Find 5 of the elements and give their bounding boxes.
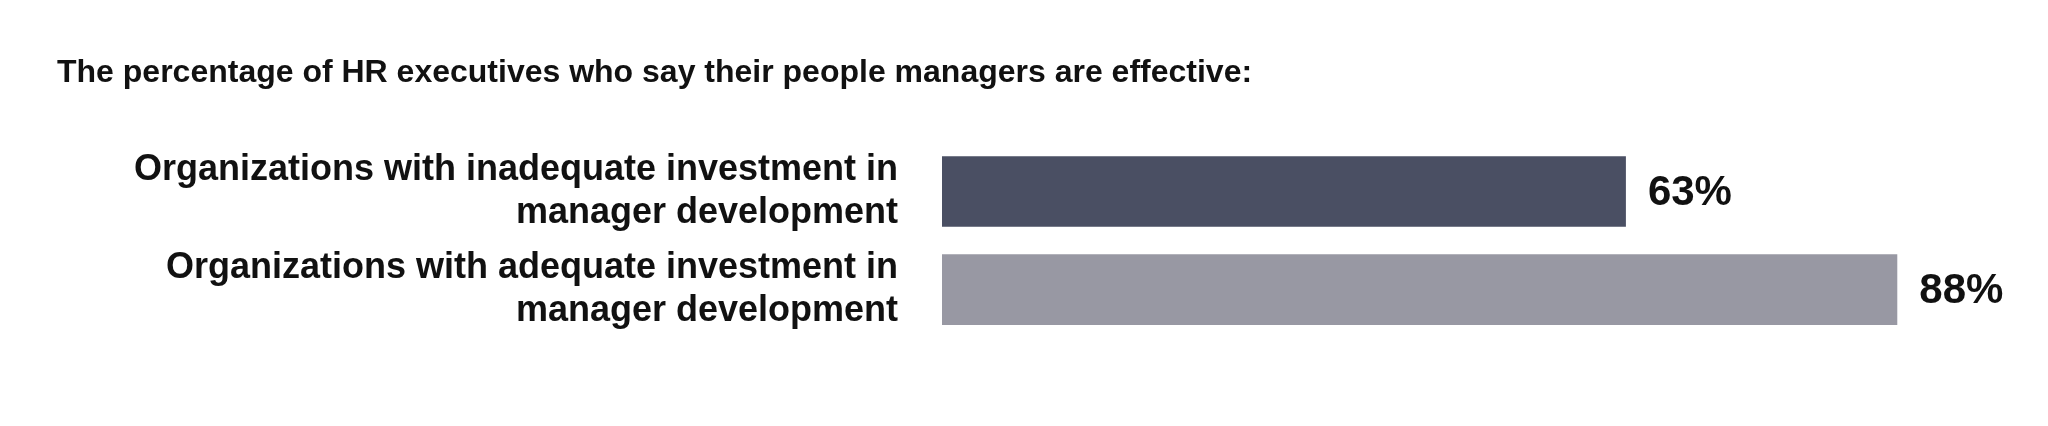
y-tick-label: Organizations with inadequate investment in manager development [133, 146, 898, 232]
text: The percentage of HR executives who say their people managers are effective: [57, 53, 1253, 90]
data-label: 63% [1647, 167, 1732, 215]
y-tick-label: Organizations with adequate investment in manager development [165, 245, 898, 330]
data-label: 88% [1919, 265, 2004, 313]
